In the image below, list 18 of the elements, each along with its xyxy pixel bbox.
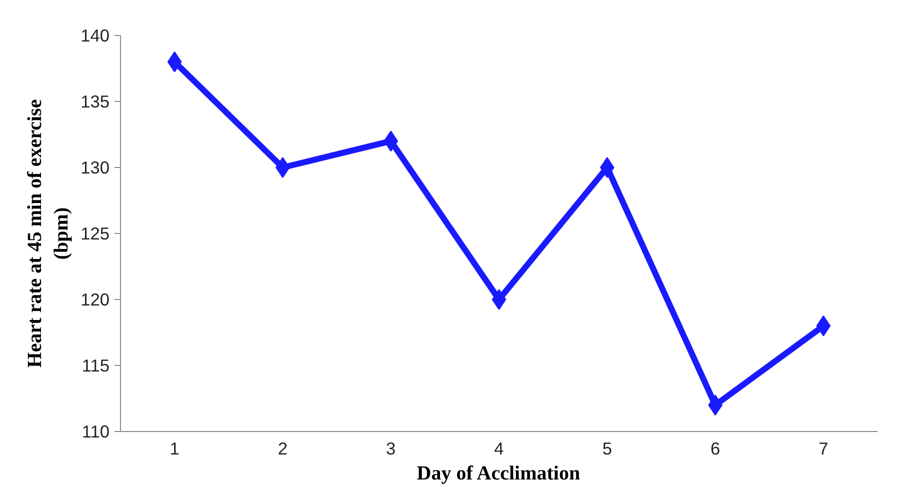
x-tick-label: 2	[278, 438, 288, 458]
y-tick-label: 130	[80, 158, 110, 178]
x-tick-label: 6	[710, 438, 720, 458]
x-axis-title: Day of Acclimation	[416, 462, 580, 484]
y-tick-label: 115	[82, 356, 110, 376]
y-tick-label: 140	[80, 26, 110, 46]
x-tick-label: 5	[602, 438, 612, 458]
x-tick-label: 3	[386, 438, 396, 458]
y-tick-label: 125	[80, 224, 110, 244]
point	[600, 157, 614, 178]
point	[492, 289, 506, 310]
y-tick-label: 135	[80, 92, 110, 112]
x-tick-label: 7	[818, 438, 828, 458]
y-axis-title: Heart rate at 45 min of exercise (bpm)	[24, 99, 73, 368]
y-tick-label: 110	[82, 422, 110, 442]
x-tick-label: 1	[170, 438, 180, 458]
y-tick-label: 120	[80, 290, 110, 310]
x-tick-label: 4	[494, 438, 504, 458]
